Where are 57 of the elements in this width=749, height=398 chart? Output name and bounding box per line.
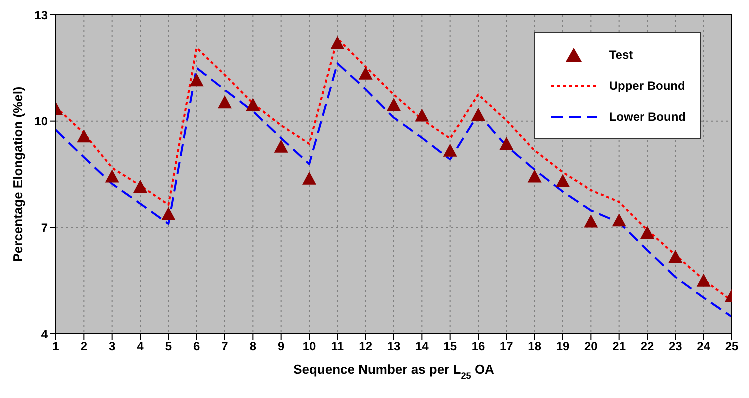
y-tick-label: 10 bbox=[34, 114, 48, 129]
point bbox=[77, 130, 92, 143]
x-tick-label: 11 bbox=[331, 340, 344, 354]
point bbox=[528, 170, 542, 183]
x-tick-label: 18 bbox=[528, 340, 542, 354]
point bbox=[302, 172, 316, 185]
x-tick-label: 14 bbox=[415, 340, 430, 354]
point bbox=[612, 214, 626, 227]
point bbox=[584, 214, 598, 228]
x-tick-label: 20 bbox=[584, 340, 598, 354]
legend-label: Test bbox=[609, 48, 634, 62]
point bbox=[105, 170, 120, 183]
legend-label: Upper Bound bbox=[609, 78, 686, 92]
x-tick-label: 10 bbox=[302, 340, 316, 354]
x-tick-label: 7 bbox=[222, 340, 229, 354]
point bbox=[500, 137, 514, 150]
point bbox=[415, 108, 430, 122]
point bbox=[556, 174, 570, 188]
x-tick-label: 15 bbox=[444, 340, 458, 354]
point bbox=[246, 98, 260, 112]
x-tick-label: 23 bbox=[668, 340, 683, 354]
x-tick-label: 5 bbox=[165, 340, 172, 354]
x-tick-label: 22 bbox=[640, 340, 654, 354]
x-tick-label: 24 bbox=[697, 340, 711, 354]
x-tick-label: 2 bbox=[80, 340, 88, 354]
legend-label: Lower Bound bbox=[609, 110, 686, 124]
x-tick-label: 9 bbox=[278, 340, 285, 354]
point bbox=[190, 74, 204, 87]
y-tick-label: 4 bbox=[41, 327, 48, 342]
point bbox=[387, 98, 401, 112]
point bbox=[134, 180, 148, 193]
x-tick-label: 13 bbox=[387, 340, 401, 354]
x-tick-label: 8 bbox=[250, 340, 257, 354]
point bbox=[330, 36, 345, 50]
x-tick-label: 1 bbox=[52, 340, 60, 354]
point bbox=[640, 226, 654, 240]
point bbox=[274, 140, 288, 153]
y-tick-label: 7 bbox=[41, 220, 48, 235]
point bbox=[443, 144, 458, 157]
point bbox=[218, 96, 232, 109]
point bbox=[162, 207, 176, 220]
point bbox=[668, 250, 683, 264]
point bbox=[472, 108, 486, 122]
x-tick-label: 21 bbox=[612, 340, 626, 354]
x-tick-label: 16 bbox=[472, 340, 486, 354]
x-tick-label: 25 bbox=[725, 340, 739, 354]
y-tick-label: 13 bbox=[34, 8, 48, 22]
x-tick-label: 19 bbox=[556, 340, 570, 354]
x-tick-label: 6 bbox=[193, 340, 200, 354]
x-tick-label: 4 bbox=[137, 340, 144, 354]
y-axis-title: Percentage Elongation (%el) bbox=[10, 86, 26, 262]
x-tick-label: 17 bbox=[500, 340, 514, 354]
point bbox=[358, 66, 373, 80]
x-axis-title: Sequence Number as per L$_{25}$ OA bbox=[294, 362, 496, 381]
x-tick-label: 12 bbox=[359, 340, 373, 354]
point bbox=[696, 274, 711, 287]
x-tick-label: 3 bbox=[108, 340, 116, 354]
